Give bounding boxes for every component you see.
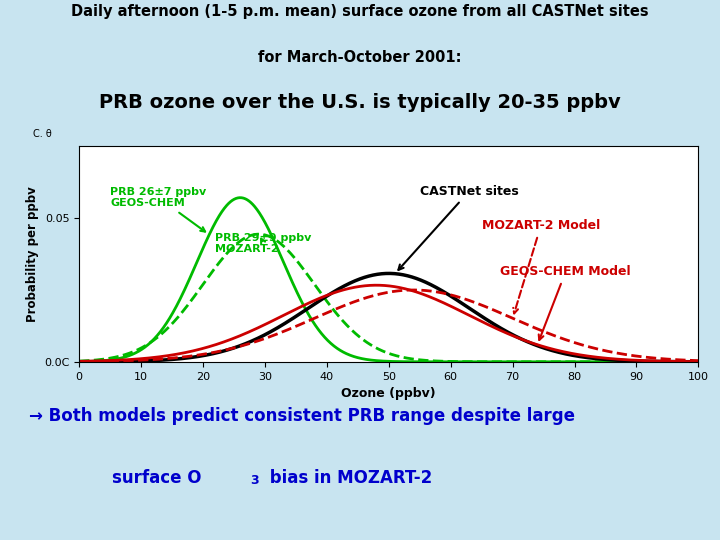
Y-axis label: Probability per ppbv: Probability per ppbv <box>25 186 39 322</box>
Text: surface O: surface O <box>112 469 201 487</box>
Text: PRB 29±9 ppbv
MOZART-2: PRB 29±9 ppbv MOZART-2 <box>215 233 312 254</box>
Text: 3: 3 <box>251 474 259 487</box>
Text: MOZART-2 Model: MOZART-2 Model <box>482 219 600 313</box>
Text: PRB ozone over the U.S. is typically 20-35 ppbv: PRB ozone over the U.S. is typically 20-… <box>99 93 621 112</box>
Text: → Both models predict consistent PRB range despite large: → Both models predict consistent PRB ran… <box>29 407 575 425</box>
Text: bias in MOZART-2: bias in MOZART-2 <box>264 469 432 487</box>
Text: PRB 26±7 ppbv
GEOS-CHEM: PRB 26±7 ppbv GEOS-CHEM <box>110 187 207 232</box>
Text: CASTNet sites: CASTNet sites <box>398 185 518 270</box>
X-axis label: Ozone (ppbv): Ozone (ppbv) <box>341 387 436 400</box>
Text: Daily afternoon (1-5 p.m. mean) surface ozone from all CASTNet sites: Daily afternoon (1-5 p.m. mean) surface … <box>71 4 649 19</box>
Text: C. θ: C. θ <box>33 129 52 139</box>
Text: GEOS-CHEM Model: GEOS-CHEM Model <box>500 265 631 340</box>
Text: for March-October 2001:: for March-October 2001: <box>258 50 462 65</box>
